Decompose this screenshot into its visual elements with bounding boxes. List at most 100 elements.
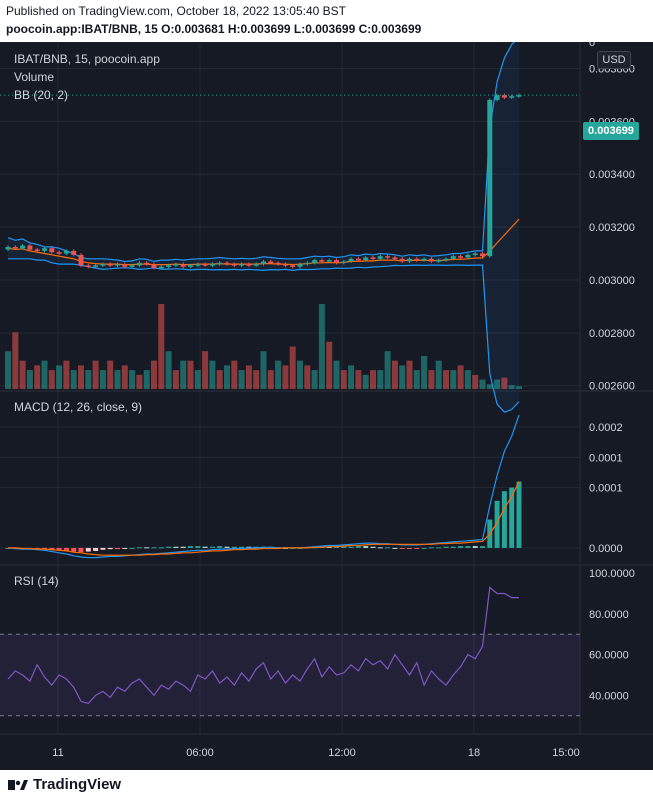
candle-body <box>180 264 186 267</box>
macd-histogram-bar <box>509 487 515 548</box>
candle-body <box>385 256 391 258</box>
price-tick-label-0: 0 <box>589 42 595 49</box>
candle-body <box>93 265 99 267</box>
volume-bar <box>26 370 33 389</box>
volume-bar <box>355 370 362 389</box>
rsi-tick-label-1: 80.0000 <box>589 609 629 621</box>
published-caption: Published on TradingView.com, October 18… <box>6 4 346 18</box>
rsi-tick-label-2: 60.0000 <box>589 650 629 662</box>
volume-bar <box>5 351 11 389</box>
volume-bar <box>348 365 355 389</box>
macd-histogram-bar <box>407 547 412 549</box>
volume-bar <box>129 370 136 389</box>
candle-body <box>5 246 11 250</box>
macd-histogram-bar <box>202 546 208 548</box>
candle-body <box>129 265 135 267</box>
macd-histogram-bar <box>71 547 77 552</box>
bb-legend[interactable]: BB (20, 2) <box>14 88 69 102</box>
candle-body <box>42 248 47 251</box>
candle-body <box>12 246 18 249</box>
volume-bar <box>384 351 391 389</box>
volume-bar <box>92 360 99 389</box>
chart-svg[interactable]: 00.0038000.0036000.0034000.0032000.00300… <box>0 42 653 770</box>
candle-body <box>407 258 412 262</box>
volume-bar <box>501 377 508 389</box>
candle-body <box>71 250 77 255</box>
volume-bar <box>158 304 165 389</box>
price-tick-label-6: 0.002800 <box>589 328 635 340</box>
volume-bar <box>194 370 201 389</box>
macd-line <box>7 414 520 559</box>
candle-body <box>421 258 427 261</box>
macd-histogram-bar <box>93 547 99 551</box>
volume-bar <box>19 360 26 389</box>
volume-bar <box>340 370 347 389</box>
tradingview-logo-icon <box>8 779 28 790</box>
macd-histogram-bar <box>370 546 376 548</box>
candle-body <box>151 264 157 269</box>
volume-bar <box>508 385 515 389</box>
candle-body <box>355 258 361 261</box>
macd-histogram-bar <box>414 547 420 549</box>
macd-histogram-bar <box>209 546 215 548</box>
macd-histogram-bar <box>107 547 113 550</box>
candle-body <box>282 264 288 266</box>
macd-histogram-bar <box>458 546 464 548</box>
candle-body <box>436 260 442 262</box>
candle-body <box>290 265 296 267</box>
candle-body <box>122 264 128 267</box>
rsi-tick-label-0: 100.0000 <box>589 568 635 580</box>
rsi-legend[interactable]: RSI (14) <box>14 574 59 588</box>
candle-body <box>34 249 40 252</box>
candle-body <box>516 95 522 97</box>
volume-bar <box>391 360 398 389</box>
volume-bar <box>472 374 479 389</box>
volume-legend[interactable]: Volume <box>14 70 55 84</box>
candle-body <box>78 254 84 266</box>
symbol-legend[interactable]: IBAT/BNB, 15, poocoin.app <box>14 52 160 66</box>
macd-legend[interactable]: MACD (12, 26, close, 9) <box>14 400 143 414</box>
macd-histogram-bar <box>516 481 522 548</box>
candle-body <box>195 264 201 266</box>
macd-histogram-bar <box>377 547 383 549</box>
currency-button[interactable]: USD <box>597 51 631 69</box>
macd-histogram-bar <box>115 547 120 550</box>
macd-histogram-bar <box>136 547 142 549</box>
macd-histogram-bar <box>231 546 237 548</box>
price-tick-label-7: 0.002600 <box>589 381 635 393</box>
price-tick-label-4: 0.003200 <box>589 222 635 234</box>
candle-body <box>450 256 456 259</box>
volume-bar <box>435 360 442 389</box>
macd-histogram-bar <box>341 546 347 548</box>
candle-body <box>49 248 55 253</box>
tradingview-logo[interactable]: TradingView <box>8 776 121 793</box>
volume-bar <box>165 351 172 389</box>
volume-bar <box>216 370 223 389</box>
volume-bar <box>172 370 179 389</box>
macd-histogram-bar <box>239 546 245 548</box>
candle-body <box>224 262 230 265</box>
candle-body <box>297 264 303 267</box>
macd-histogram-bar <box>49 547 55 550</box>
candle-body <box>487 99 493 257</box>
volume-bar <box>56 365 63 389</box>
macd-tick-label-1: 0.0001 <box>589 452 623 464</box>
macd-histogram-bar <box>355 546 361 548</box>
volume-bar <box>187 360 194 389</box>
time-tick-label-3: 18 <box>468 747 480 759</box>
candle-body <box>63 250 69 254</box>
chart-area[interactable]: 00.0038000.0036000.0034000.0032000.00300… <box>0 42 653 770</box>
macd-histogram-bar <box>56 547 62 551</box>
candle-body <box>304 262 310 265</box>
volume-bar <box>362 374 369 389</box>
volume-bar <box>370 370 376 389</box>
bb-upper-line <box>7 42 515 263</box>
volume-bar <box>311 370 318 389</box>
candle-body <box>20 245 26 249</box>
candle-body <box>428 258 434 262</box>
candle-body <box>494 95 500 100</box>
volume-bar <box>479 379 486 389</box>
macd-histogram-bar <box>480 546 485 548</box>
macd-histogram-bar <box>450 546 456 548</box>
volume-bar <box>289 346 296 389</box>
